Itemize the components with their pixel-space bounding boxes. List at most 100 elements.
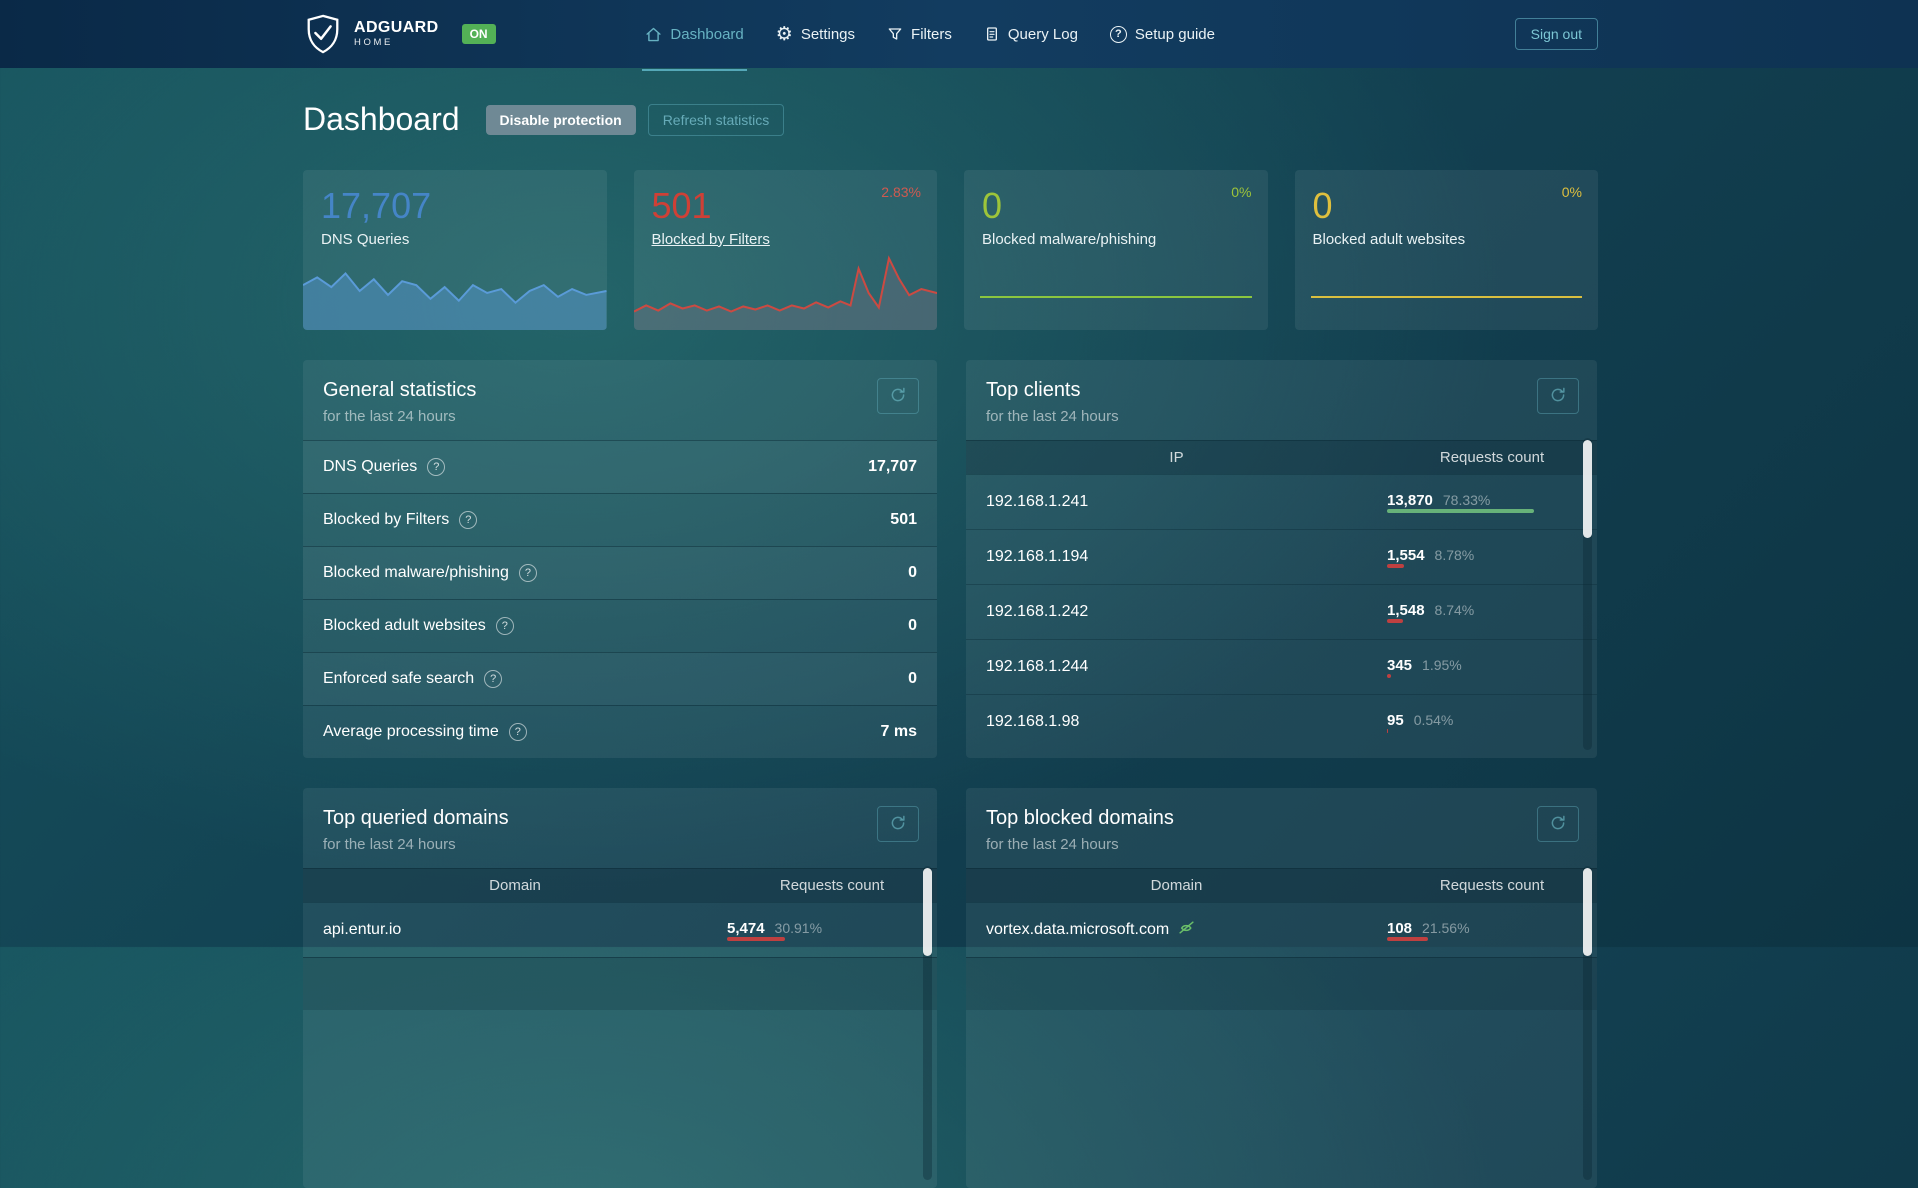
protection-status-badge: ON [461,24,496,44]
help-icon[interactable]: ? [459,511,478,529]
nav-item-label: Query Log [1007,25,1078,43]
page-title: Dashboard [303,101,460,137]
help-icon[interactable]: ? [508,723,527,741]
nav-item-settings[interactable]: ⚙ Settings [776,0,855,68]
stat-value: 0 [908,670,917,687]
document-icon [984,26,1000,42]
progress-bar [1387,618,1575,623]
page-container: Dashboard Disable protection Refresh sta… [303,101,1598,1188]
client-row: 192.168.1.194 1,554 8.78% [966,529,1597,584]
client-ip: 192.168.1.241 [986,493,1089,510]
refresh-icon [889,386,907,407]
adguard-home-logo[interactable]: ADGUARD HOME ON [303,13,496,55]
request-percent: 78.33% [1442,491,1491,508]
card-subtitle: for the last 24 hours [323,408,456,425]
request-percent: 0.54% [1413,711,1454,728]
stat-value: 0 [908,617,917,634]
domain-row: api.entur.io 5,474 30.91% [303,902,937,957]
column-header-requests: Requests count [779,877,885,894]
client-row: 192.168.1.244 345 1.95% [966,639,1597,694]
disable-protection-button[interactable]: Disable protection [485,104,636,135]
scrollbar-thumb[interactable] [923,868,932,956]
refresh-icon [1549,386,1567,407]
column-header-domain: Domain [1150,877,1203,894]
column-header-requests: Requests count [1439,449,1545,466]
client-ip: 192.168.1.194 [986,548,1089,565]
progress-bar [727,936,915,941]
card-subtitle: for the last 24 hours [986,836,1119,853]
refresh-button[interactable] [1537,378,1579,414]
stat-value: 17,707 [868,458,917,475]
nav-item-dashboard[interactable]: Dashboard [642,0,748,71]
table-header: Domain Requests count [303,868,937,902]
brand-sub: HOME [354,37,393,49]
progress-bar [1387,508,1575,513]
scrollbar-thumb[interactable] [1583,868,1592,956]
card-subtitle: for the last 24 hours [986,408,1119,425]
stat-label: Enforced safe search [323,670,475,687]
top-queried-domains-card: Top queried domains for the last 24 hour… [303,788,937,1188]
progress-bar [1387,563,1575,568]
blocked-malware-sparkline [980,296,1252,298]
client-ip: 192.168.1.244 [986,658,1089,675]
nav-item-query-log[interactable]: Query Log [984,0,1078,68]
nav-item-setup-guide[interactable]: ? Setup guide [1109,0,1215,68]
nav-item-label: Settings [800,25,856,43]
middle-row: General statistics for the last 24 hours… [303,360,1598,758]
help-icon[interactable]: ? [484,670,503,688]
stat-card-blocked-filters: 501 Blocked by Filters 2.83% [633,170,937,330]
request-percent: 8.78% [1434,546,1475,563]
stat-label: Blocked by Filters [323,511,450,528]
stat-label: Blocked adult websites [323,617,486,634]
scrollbar-thumb[interactable] [1583,440,1592,538]
stats-row: Blocked by Filters? 501 [303,493,937,546]
nav-item-label: Filters [911,25,952,43]
request-percent: 30.91% [774,919,823,936]
stat-value: 501 [890,511,917,528]
request-count: 5,474 [727,919,765,937]
refresh-button[interactable] [1537,806,1579,842]
brand-name: ADGUARD [354,18,439,36]
stat-label: Average processing time [323,723,499,740]
client-ip: 192.168.1.98 [986,713,1080,730]
partial-row [303,957,937,1010]
gear-icon: ⚙ [775,22,793,45]
navbar: ADGUARD HOME ON Dashboard ⚙ Settings [0,0,1918,71]
card-title: Top blocked domains [986,807,1174,829]
client-row: 192.168.1.241 13,870 78.33% [966,474,1597,529]
help-icon[interactable]: ? [518,564,537,582]
stats-row: Blocked malware/phishing? 0 [303,546,937,599]
refresh-icon [889,814,907,835]
nav-item-label: Setup guide [1134,25,1215,43]
stat-label: DNS Queries [323,458,418,475]
blocked-adult-value: 0 [1312,185,1333,226]
request-count: 95 [1387,711,1404,729]
card-header: Top queried domains for the last 24 hour… [303,788,937,868]
blocked-filters-percent: 2.83% [881,184,921,200]
top-clients-card: Top clients for the last 24 hours IP Req… [966,360,1597,758]
general-statistics-card: General statistics for the last 24 hours… [303,360,937,758]
nav-item-filters[interactable]: Filters [887,0,952,68]
scrollbar-track[interactable] [923,866,932,1180]
scrollbar-track[interactable] [1583,438,1592,750]
blocked-filters-value: 501 [651,185,712,226]
card-title: Top clients [986,379,1081,401]
general-statistics-table: DNS Queries? 17,707 Blocked by Filters? … [303,440,937,758]
stats-row: DNS Queries? 17,707 [303,440,937,493]
request-count: 13,870 [1387,491,1433,509]
help-icon[interactable]: ? [495,617,514,635]
column-header-ip: IP [1169,449,1184,466]
help-icon[interactable]: ? [427,458,446,476]
blocked-malware-value: 0 [982,185,1003,226]
card-header: Top blocked domains for the last 24 hour… [966,788,1597,868]
sign-out-button[interactable]: Sign out [1514,18,1598,50]
blocked-filters-link[interactable]: Blocked by Filters [651,230,770,248]
client-ip: 192.168.1.242 [986,603,1089,620]
refresh-button[interactable] [877,378,919,414]
column-header-requests: Requests count [1439,877,1545,894]
scrollbar-track[interactable] [1583,866,1592,1180]
refresh-button[interactable] [877,806,919,842]
stat-cards-row: 17,707 DNS Queries 501 Blocked by Filter… [303,170,1598,330]
request-percent: 8.74% [1434,601,1475,618]
refresh-statistics-button[interactable]: Refresh statistics [647,103,785,136]
